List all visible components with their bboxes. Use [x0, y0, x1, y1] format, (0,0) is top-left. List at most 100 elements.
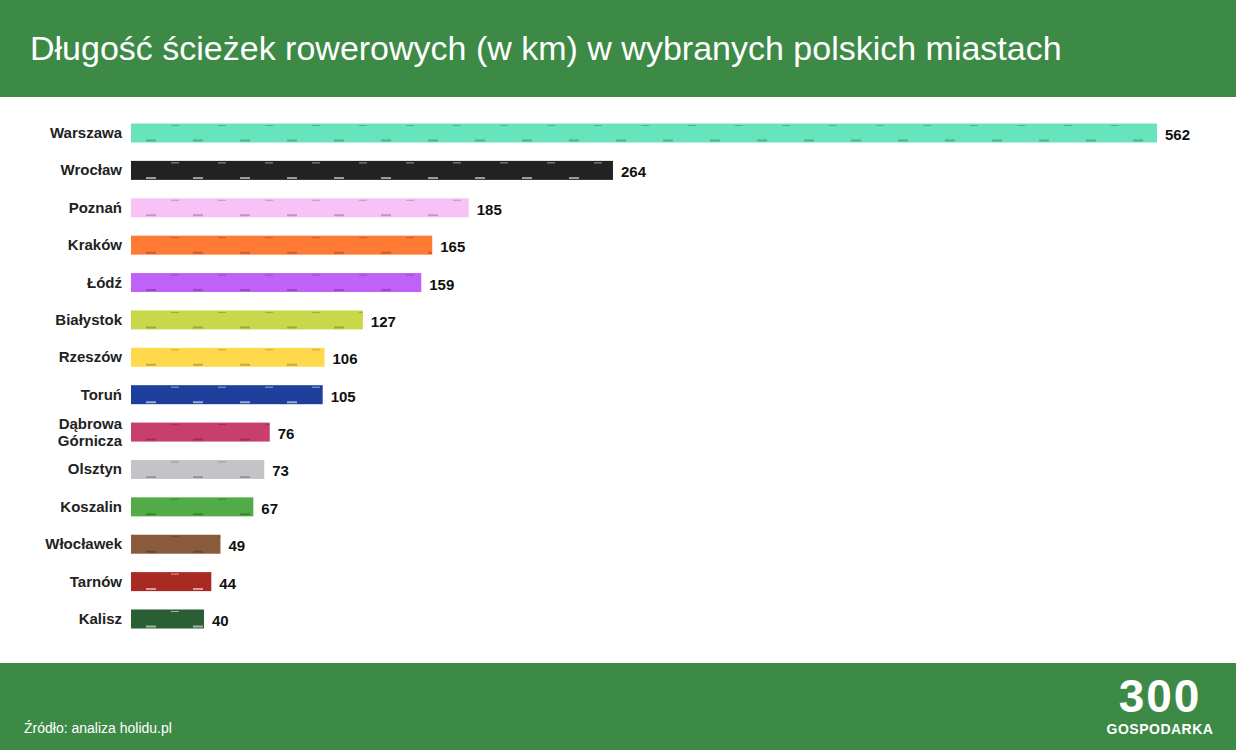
data-label: 106: [333, 350, 358, 367]
data-label: 76: [278, 425, 295, 442]
category-label-line: Koszalin: [60, 498, 122, 515]
lane-marking: [146, 551, 220, 553]
brand: 300: [1119, 670, 1202, 722]
title: Długość ścieżek rowerowych (w km) w wybr…: [30, 29, 1062, 67]
bar-texture: [146, 425, 270, 440]
category-label-line: Górnicza: [58, 432, 123, 449]
category-label-line: Warszawa: [50, 124, 123, 141]
data-label: 159: [429, 276, 454, 293]
category-label: Rzeszów: [59, 348, 123, 365]
bar-texture: [146, 350, 325, 365]
category-label-line: Rzeszów: [59, 348, 123, 365]
bar-texture: [146, 238, 432, 253]
data-label: 44: [219, 575, 236, 592]
category-label: Koszalin: [60, 498, 122, 515]
bar: [131, 236, 432, 255]
labels: Warszawa562Wrocław264Poznań185Kraków165Ł…: [45, 124, 1190, 629]
lane-marking: [146, 626, 204, 628]
brand-subtitle: GOSPODARKA: [1107, 721, 1214, 737]
data-label: 105: [331, 388, 356, 405]
category-label: Olsztyn: [68, 460, 122, 477]
source: Źródło: analiza holidu.pl: [24, 720, 172, 736]
bars: [131, 124, 1157, 629]
data-label: 185: [477, 201, 502, 218]
category-label-line: Olsztyn: [68, 460, 122, 477]
category-label-line: Białystok: [55, 311, 122, 328]
bar-texture: [146, 275, 421, 290]
data-label: 40: [212, 612, 229, 629]
bar-texture: [146, 612, 204, 627]
category-label-line: Kraków: [68, 236, 123, 253]
bar-texture: [146, 387, 323, 402]
bar: [131, 385, 323, 404]
bar: [131, 310, 363, 329]
lane-marking: [146, 326, 363, 328]
category-label: Łódź: [87, 274, 122, 291]
lane-marking: [171, 162, 613, 163]
category-label-line: Tarnów: [70, 573, 123, 590]
category-label-line: Poznań: [69, 199, 122, 216]
bar-texture: [146, 312, 363, 327]
lane-marking: [171, 499, 253, 500]
data-label: 127: [371, 313, 396, 330]
bar: [131, 198, 469, 217]
lane-marking: [146, 289, 421, 291]
category-label-line: Wrocław: [61, 161, 123, 178]
data-label: 49: [228, 537, 245, 554]
lane-marking: [146, 588, 211, 590]
category-label-line: Toruń: [81, 386, 122, 403]
lane-marking: [171, 349, 325, 350]
data-label: 67: [261, 500, 278, 517]
category-label: Kraków: [68, 236, 123, 253]
category-label-line: Łódź: [87, 274, 122, 291]
bar: [131, 273, 421, 292]
footer-band: [0, 663, 1236, 750]
lane-marking: [171, 125, 1157, 126]
lane-marking: [146, 439, 270, 441]
lane-marking: [146, 252, 432, 254]
category-label: Tarnów: [70, 573, 123, 590]
lane-marking: [146, 140, 1157, 142]
data-label: 73: [272, 462, 289, 479]
category-label: Wrocław: [61, 161, 123, 178]
bar: [131, 460, 264, 479]
lane-marking: [146, 214, 469, 216]
lane-marking: [171, 387, 323, 388]
category-label-line: Kalisz: [79, 610, 122, 627]
header-band: [0, 0, 1236, 97]
category-label: DąbrowaGórnicza: [58, 415, 123, 449]
bar: [131, 497, 253, 516]
bar-texture: [146, 163, 613, 178]
lane-marking: [171, 275, 421, 276]
category-label-line: Dąbrowa: [59, 415, 123, 432]
bar: [131, 572, 211, 591]
category-label: Kalisz: [79, 610, 122, 627]
lane-marking: [171, 200, 469, 201]
lane-marking: [171, 536, 220, 537]
lane-marking: [171, 424, 270, 425]
lane-marking: [146, 401, 323, 403]
bar-texture: [146, 126, 1157, 141]
bar: [131, 423, 270, 442]
lane-marking: [146, 177, 613, 179]
chart: Długość ścieżek rowerowych (w km) w wybr…: [0, 0, 1236, 750]
lane-marking: [171, 611, 204, 612]
category-label: Poznań: [69, 199, 122, 216]
category-label: Włocławek: [45, 535, 122, 552]
lane-marking: [146, 476, 264, 478]
bar-texture: [146, 200, 469, 215]
lane-marking: [171, 461, 264, 462]
lane-marking: [171, 237, 432, 238]
bar-texture: [146, 499, 253, 514]
category-label: Warszawa: [50, 124, 123, 141]
category-label: Toruń: [81, 386, 122, 403]
data-label: 165: [440, 238, 465, 255]
bar: [131, 124, 1157, 143]
lane-marking: [171, 312, 363, 313]
bar: [131, 348, 325, 367]
bar: [131, 535, 220, 554]
lane-marking: [146, 513, 253, 515]
bar-texture: [146, 462, 264, 477]
bar-texture: [146, 574, 211, 589]
data-label: 264: [621, 163, 647, 180]
